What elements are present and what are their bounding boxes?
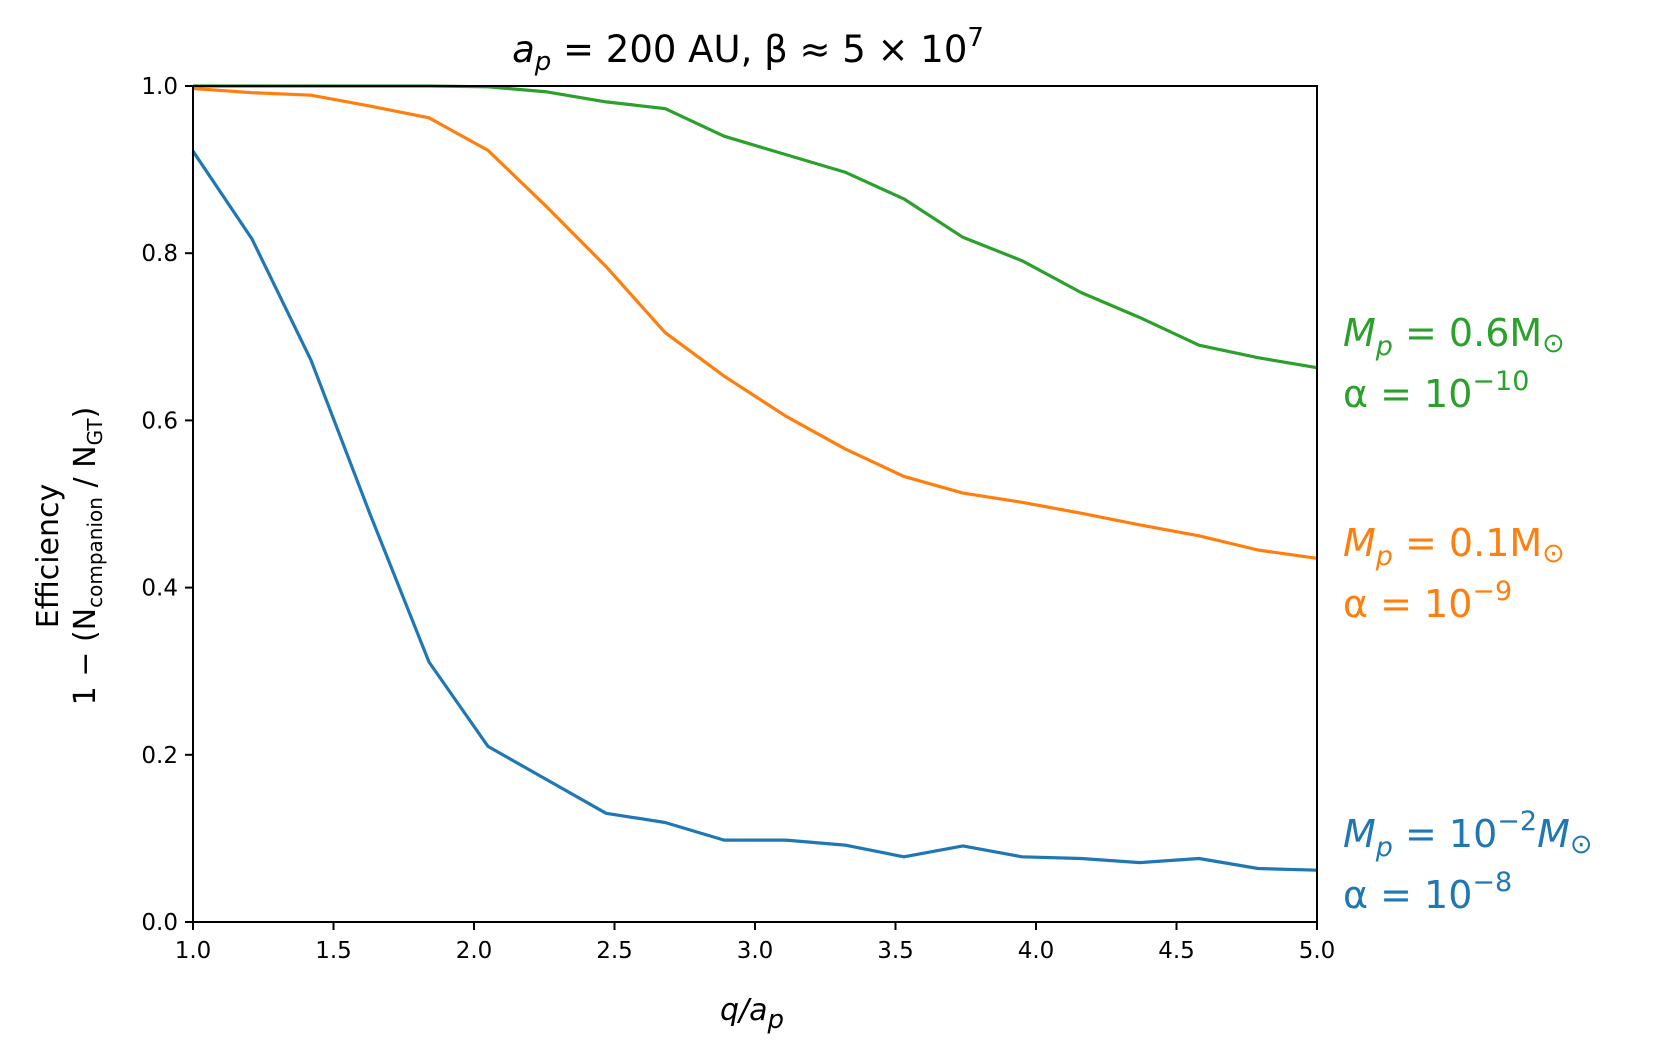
annotation-orange: Mp = 0.1M⊙ α = 10−9 — [1343, 521, 1565, 626]
x-tick-label-0: 1.0 — [175, 938, 212, 964]
x-axis-label-main: q/a — [720, 993, 768, 1028]
ticks-layer: 1.0 1.5 2.0 2.5 3.0 3.5 4.0 4.5 5.0 0.0 0.2 0.4 0.6 0… — [141, 74, 1335, 964]
series-line-2 — [191, 150, 1318, 872]
x-axis-label: q/ap — [720, 993, 784, 1035]
annotation-blue-line2: α = 10−8 — [1343, 867, 1512, 917]
title-rest: = 200 AU, β ≈ 5 × 10 — [551, 28, 967, 71]
title-main: a — [512, 28, 535, 71]
annotation-green-line2: α = 10−10 — [1343, 366, 1529, 416]
series-line-0 — [193, 84, 1318, 370]
y-axis-label-post: ) — [68, 407, 103, 419]
series-line-1 — [192, 86, 1318, 560]
y-axis-label-line1: Efficiency — [31, 484, 66, 629]
y-axis-label-2: 1 − (Ncompanion / NGT) — [68, 407, 107, 706]
x-tick-label-1: 1.5 — [315, 938, 352, 964]
y-axis-label: Efficiency — [31, 484, 66, 629]
x-tick-label-2: 2.0 — [456, 938, 493, 964]
annotation-green: Mp = 0.6M⊙ α = 10−10 — [1343, 311, 1565, 416]
x-tick-label-5: 3.5 — [877, 938, 914, 964]
annotation-orange-line2: α = 10−9 — [1343, 576, 1512, 626]
annotation-blue: Mp = 10−2M⊙ α = 10−8 — [1343, 806, 1593, 917]
y-axis-label-mid: / N — [68, 445, 103, 497]
x-tick-label-8: 5.0 — [1299, 938, 1336, 964]
x-tick-label-6: 4.0 — [1018, 938, 1055, 964]
y-axis-label-pre: 1 − (N — [68, 608, 103, 705]
plot-frame — [192, 85, 1318, 923]
y-axis-label-sub1: companion — [83, 497, 107, 608]
annotation-blue-line1: Mp = 10−2M⊙ — [1343, 806, 1593, 863]
y-tick-label-4: 0.8 — [141, 241, 178, 267]
x-axis-label-sub: p — [767, 1005, 785, 1035]
annotation-green-line1: Mp = 0.6M⊙ — [1343, 311, 1565, 362]
y-tick-label-3: 0.6 — [141, 408, 178, 434]
y-tick-label-5: 1.0 — [141, 74, 178, 100]
series-layer — [191, 84, 1318, 872]
y-axis-label-sub2: GT — [83, 418, 107, 446]
y-tick-label-2: 0.4 — [141, 576, 178, 602]
chart-title: ap = 200 AU, β ≈ 5 × 107 — [512, 23, 984, 77]
title-main-sub: p — [534, 47, 552, 77]
x-tick-label-4: 3.0 — [737, 938, 774, 964]
annotation-orange-line1: Mp = 0.1M⊙ — [1343, 521, 1565, 572]
x-tick-label-3: 2.5 — [596, 938, 633, 964]
title-rest-sup: 7 — [967, 23, 984, 53]
x-tick-label-7: 4.5 — [1158, 938, 1195, 964]
y-tick-label-1: 0.2 — [141, 743, 178, 769]
y-tick-label-0: 0.0 — [141, 910, 178, 936]
